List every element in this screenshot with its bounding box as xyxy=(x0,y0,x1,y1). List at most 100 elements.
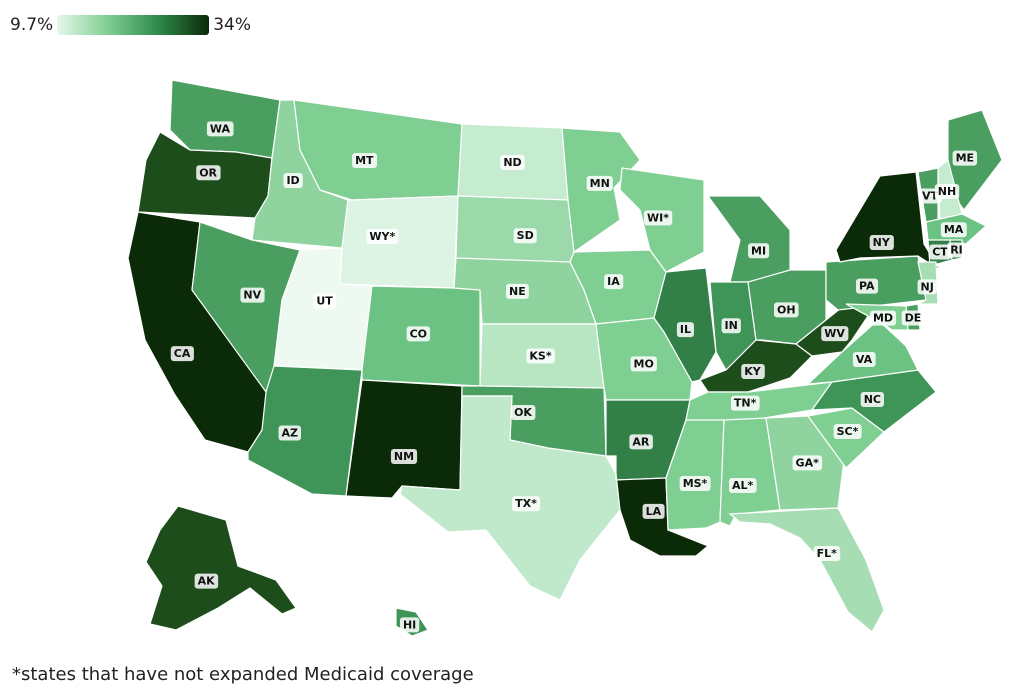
state-label-halo xyxy=(283,173,303,188)
state-label-halo xyxy=(399,617,420,633)
state-label-halo xyxy=(313,293,337,309)
state-label-la: LA xyxy=(646,505,662,518)
state-label-halo xyxy=(644,210,673,226)
state-label-halo xyxy=(869,310,897,326)
state-label-mi: MI xyxy=(751,244,766,257)
state-label-halo xyxy=(511,405,536,420)
state-label-halo xyxy=(730,395,760,411)
state-label-in: IN xyxy=(725,319,738,332)
state-label-halo xyxy=(729,478,757,493)
state-label-md: MD xyxy=(873,312,893,325)
state-label-halo xyxy=(852,352,876,367)
state-label-halo xyxy=(934,184,960,199)
state-label-halo xyxy=(901,310,925,326)
state-label-halo xyxy=(506,283,529,299)
state-label-nv: NV xyxy=(243,289,261,302)
state-label-halo xyxy=(366,229,399,244)
legend-max-label: 34% xyxy=(213,15,251,35)
state-label-ri: RI xyxy=(950,244,963,257)
state-label-ar: AR xyxy=(632,435,650,448)
state-label-halo xyxy=(406,326,431,342)
state-label-tn: TN* xyxy=(734,397,757,410)
state-label-halo xyxy=(741,364,765,379)
state-label-halo xyxy=(679,476,711,491)
state-label-nm: NM xyxy=(394,450,414,463)
state-label-halo xyxy=(352,153,378,168)
state-label-ny: NY xyxy=(873,236,891,249)
state-label-va: VA xyxy=(856,353,873,366)
state-label-hi: HI xyxy=(403,618,416,631)
state-label-halo xyxy=(792,455,823,471)
state-wa xyxy=(169,79,281,159)
state-label-halo xyxy=(206,121,234,137)
state-label-halo xyxy=(833,424,862,439)
state-label-ca: CA xyxy=(174,347,191,360)
state-label-ms: MS* xyxy=(683,477,708,490)
state-label-halo xyxy=(821,326,849,342)
state-label-sd: SD xyxy=(517,229,534,242)
state-label-halo xyxy=(748,243,770,259)
state-label-fl: FL* xyxy=(817,547,838,560)
state-label-ct: CT xyxy=(932,246,948,259)
state-label-halo xyxy=(676,322,694,338)
state-tx xyxy=(399,395,621,601)
state-label-ok: OK xyxy=(514,406,532,419)
state-label-halo xyxy=(500,155,525,170)
state-label-tx: TX* xyxy=(515,497,537,510)
state-label-pa: PA xyxy=(859,280,875,293)
state-label-halo xyxy=(947,242,966,258)
state-az xyxy=(247,365,363,497)
state-label-halo xyxy=(952,150,978,166)
state-label-halo xyxy=(390,449,418,464)
state-wy xyxy=(339,195,459,289)
state-label-co: CO xyxy=(410,327,427,340)
state-label-ut: UT xyxy=(316,295,333,308)
state-label-az: AZ xyxy=(282,427,299,440)
legend-min-label: 9.7% xyxy=(10,15,54,35)
state-label-mo: MO xyxy=(634,357,654,370)
state-label-ky: KY xyxy=(744,365,762,378)
footnote: *states that have not expanded Medicaid … xyxy=(12,664,474,685)
state-label-me: ME xyxy=(956,152,974,165)
state-label-halo xyxy=(721,318,741,334)
state-label-wv: WV xyxy=(824,327,845,340)
color-legend: 9.7% 34% xyxy=(10,14,251,36)
state-label-il: IL xyxy=(680,323,691,336)
state-label-mn: MN xyxy=(590,177,610,190)
state-label-or: OR xyxy=(199,166,217,179)
legend-gradient-bar xyxy=(57,15,210,35)
state-label-ks: KS* xyxy=(529,350,551,363)
state-label-halo xyxy=(240,287,265,303)
state-label-wi: WI* xyxy=(647,211,669,224)
state-mt xyxy=(293,99,463,201)
state-label-ia: IA xyxy=(607,275,620,288)
state-label-halo xyxy=(604,274,624,290)
state-label-halo xyxy=(917,279,937,295)
state-label-halo xyxy=(929,244,952,260)
state-label-halo xyxy=(194,573,219,589)
state-label-oh: OH xyxy=(777,303,796,316)
state-label-mt: MT xyxy=(355,154,374,167)
state-label-halo xyxy=(860,392,884,407)
state-label-ak: AK xyxy=(198,575,216,588)
state-fl xyxy=(728,507,885,633)
state-ny xyxy=(835,171,941,271)
state-label-halo xyxy=(278,425,302,441)
state-mi xyxy=(706,195,791,283)
state-label-halo xyxy=(196,165,221,181)
state-label-halo xyxy=(513,228,537,244)
state-nm xyxy=(345,379,463,499)
state-label-halo xyxy=(586,175,613,191)
state-label-halo xyxy=(856,278,879,294)
state-label-halo xyxy=(629,434,653,450)
state-label-halo xyxy=(813,546,841,561)
state-label-ga: GA* xyxy=(796,456,820,469)
state-label-nj: NJ xyxy=(921,280,934,293)
state-label-halo xyxy=(940,222,967,238)
state-label-halo xyxy=(526,348,555,364)
state-label-nh: NH xyxy=(938,185,956,198)
state-label-de: DE xyxy=(905,312,922,325)
state-label-halo xyxy=(170,346,194,362)
state-label-halo xyxy=(512,496,541,512)
